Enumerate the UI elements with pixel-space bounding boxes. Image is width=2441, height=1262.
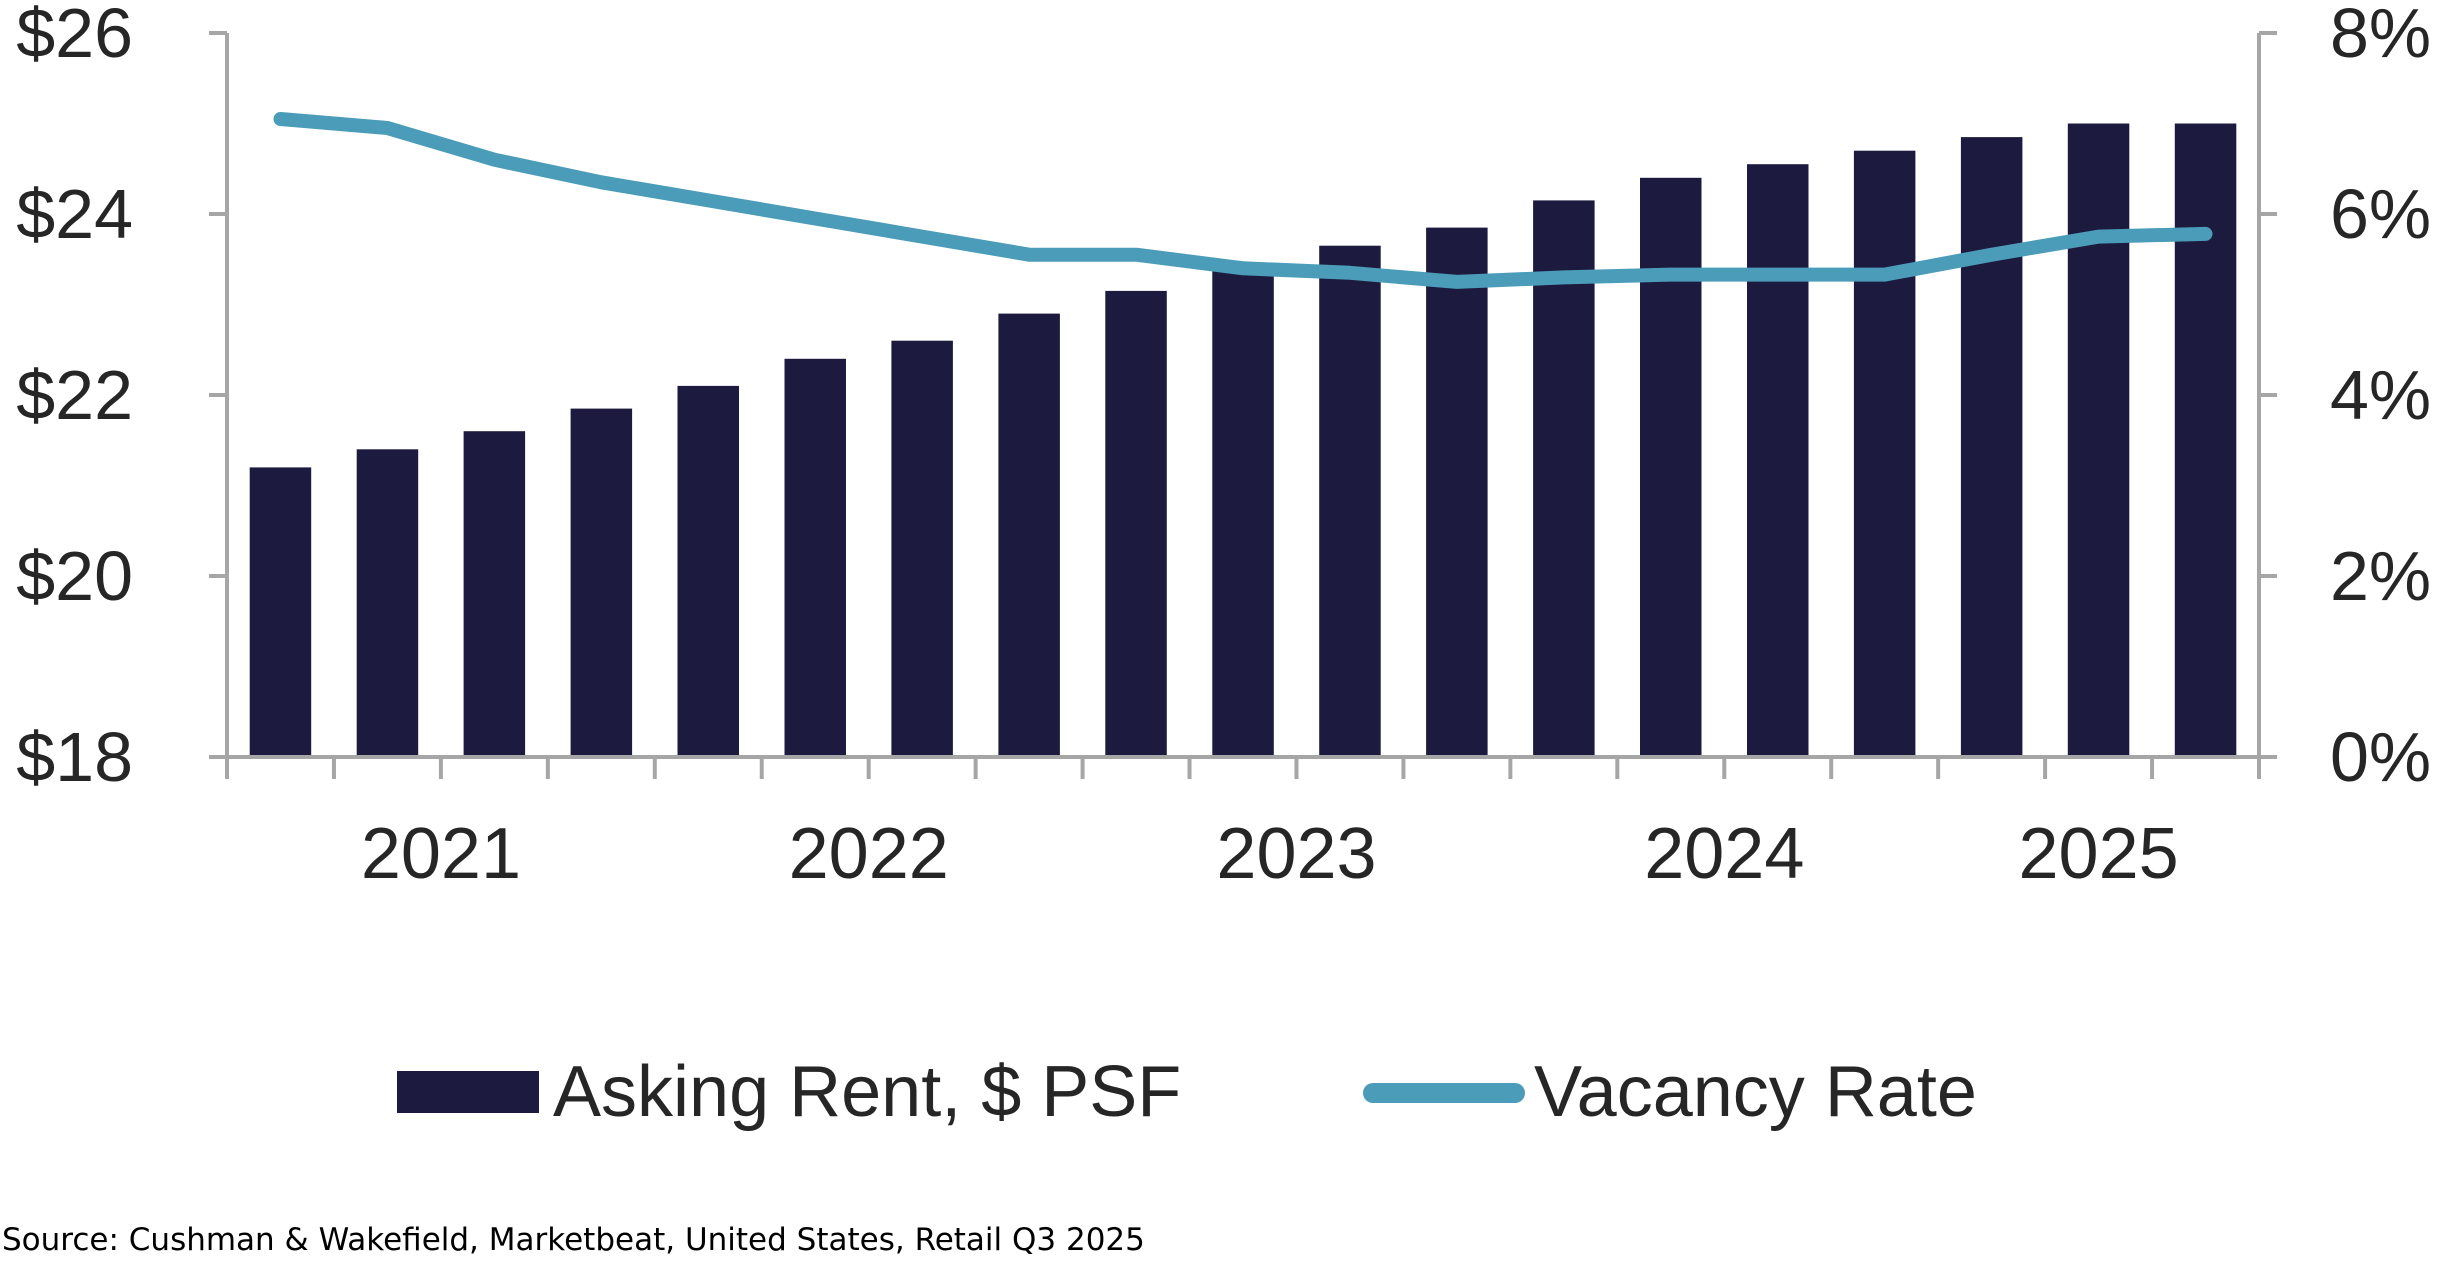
left-tick-label: $20 bbox=[16, 537, 133, 615]
x-tick-label: 2024 bbox=[1644, 814, 1804, 894]
bar-18 bbox=[2067, 123, 2130, 757]
bar-3 bbox=[463, 431, 526, 757]
bar-8 bbox=[998, 313, 1060, 757]
right-tick-label: 6% bbox=[2330, 175, 2431, 253]
right-tick-label: 2% bbox=[2330, 537, 2431, 615]
left-tick-label: $18 bbox=[16, 718, 133, 796]
bar-15 bbox=[1747, 164, 1809, 757]
source-note: Source: Cushman & Wakefield, Marketbeat,… bbox=[2, 1222, 1145, 1258]
bar-16 bbox=[1853, 150, 1916, 757]
bar-17 bbox=[1960, 137, 2023, 758]
bar-6 bbox=[784, 358, 846, 757]
legend: Asking Rent, $ PSF Vacancy Rate bbox=[397, 1052, 1977, 1132]
right-tick-label: 4% bbox=[2330, 356, 2431, 434]
right-tick-label: 8% bbox=[2330, 0, 2431, 72]
bar-11 bbox=[1319, 245, 1381, 757]
bar-1 bbox=[249, 467, 312, 757]
bar-2 bbox=[356, 449, 419, 757]
x-tick-label: 2025 bbox=[2019, 814, 2179, 894]
bar-13 bbox=[1533, 200, 1595, 757]
vacancy-rate-line bbox=[273, 112, 2213, 289]
axes: $18 $20 $22 $24 $26 0% 2% 4% 6% 8% 2021 2022 2023 202… bbox=[16, 0, 2431, 894]
bar-9 bbox=[1105, 290, 1167, 757]
left-tick-label: $24 bbox=[16, 175, 133, 253]
legend-swatch-asking-rent bbox=[397, 1071, 539, 1113]
bar-10 bbox=[1212, 268, 1274, 757]
x-tick-label: 2023 bbox=[1216, 814, 1376, 894]
bar-14 bbox=[1640, 177, 1702, 758]
legend-label-asking-rent: Asking Rent, $ PSF bbox=[553, 1052, 1181, 1132]
left-tick-label: $26 bbox=[16, 0, 133, 72]
bar-12 bbox=[1426, 227, 1488, 758]
legend-label-vacancy-rate: Vacancy Rate bbox=[1534, 1052, 1977, 1132]
bar-7 bbox=[891, 340, 953, 757]
bar-19 bbox=[2174, 123, 2237, 757]
x-tick-label: 2022 bbox=[789, 814, 949, 894]
bar-5 bbox=[677, 385, 739, 757]
plot-area bbox=[249, 112, 2237, 758]
left-tick-label: $22 bbox=[16, 356, 133, 434]
x-tick-label: 2021 bbox=[361, 814, 521, 894]
right-tick-label: 0% bbox=[2330, 718, 2431, 796]
bar-4 bbox=[570, 408, 633, 757]
